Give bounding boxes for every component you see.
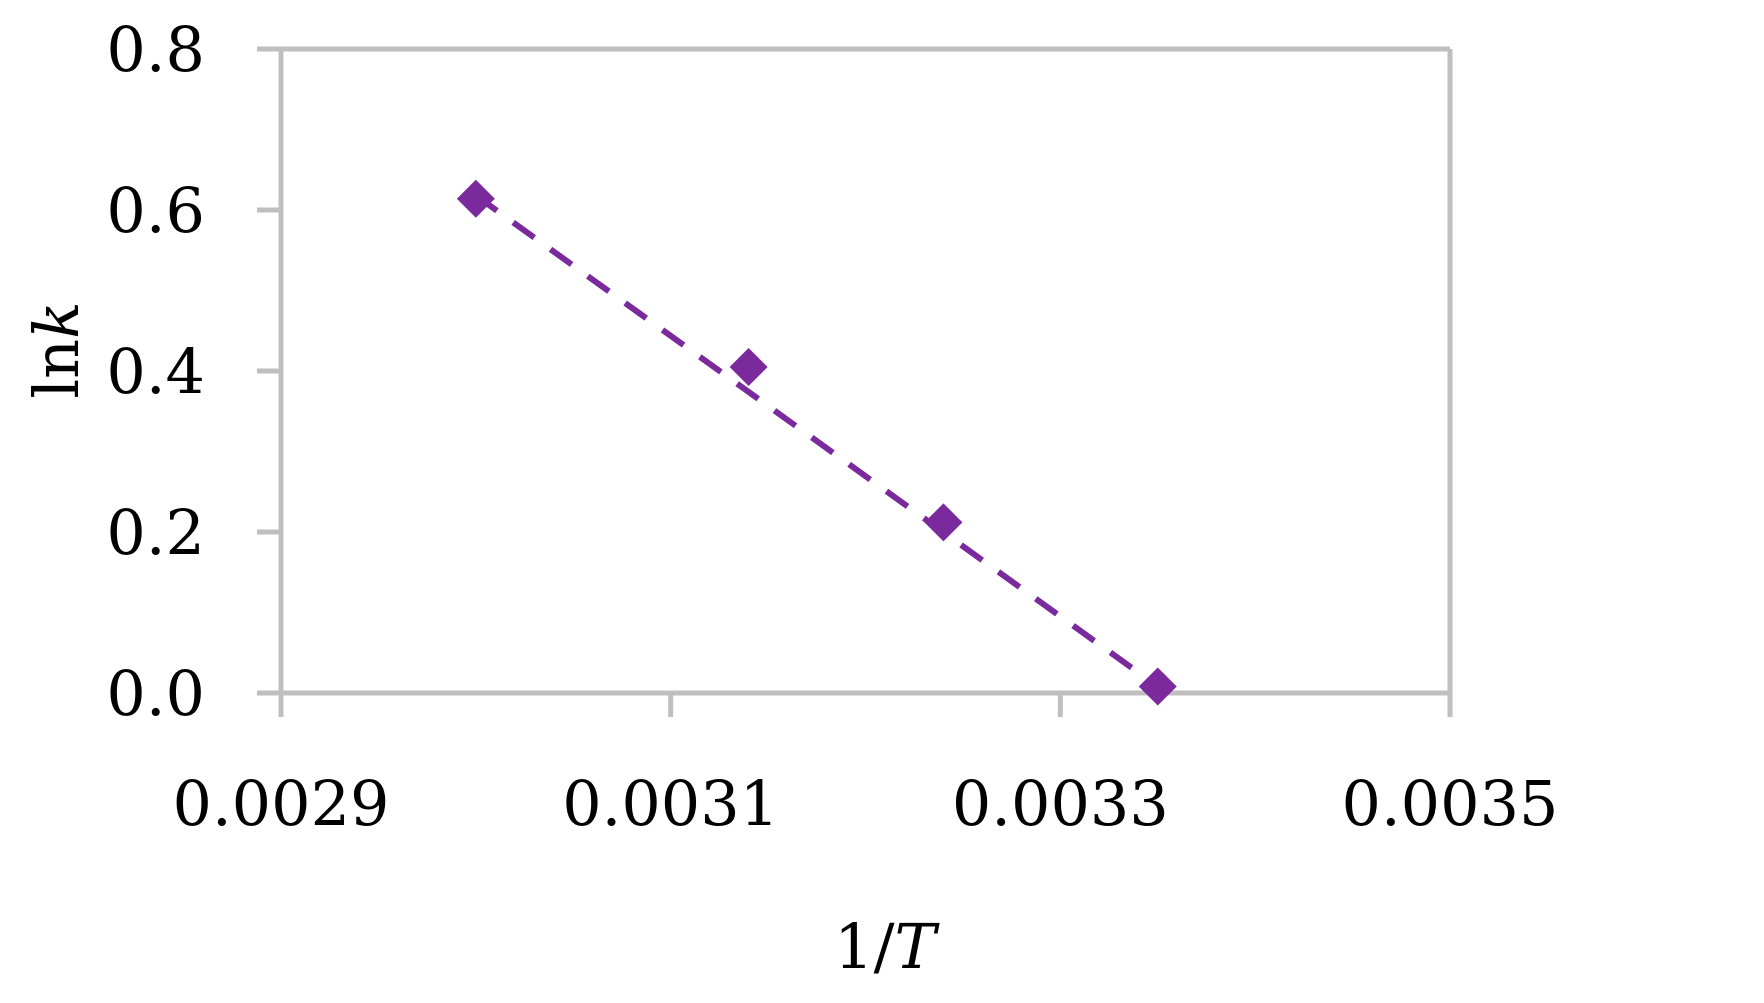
plot-frame [257, 46, 1453, 696]
y-axis-title-text: ln [20, 339, 93, 399]
data-points [456, 179, 1177, 706]
x-axis-ticks: 0.0029 0.0031 0.0033 0.0035 [173, 693, 1559, 840]
data-point-diamond [924, 503, 963, 542]
y-tick-label: 0.6 [106, 174, 205, 247]
x-axis-title-text: 1/ [834, 910, 894, 983]
y-axis-title-variable: k [20, 301, 93, 339]
x-tick-label: 0.0035 [1342, 767, 1559, 840]
data-point-diamond [1138, 667, 1177, 706]
y-tick-label: 0.2 [106, 496, 205, 569]
y-tick-label: 0.8 [106, 13, 205, 86]
data-point-diamond [729, 347, 768, 386]
trendline [474, 193, 1160, 689]
x-tick-label: 0.0029 [173, 767, 390, 840]
x-tick-label: 0.0033 [952, 767, 1169, 840]
y-tick-label: 0.4 [106, 335, 205, 408]
y-axis-title: lnk [20, 301, 93, 398]
y-tick-label: 0.0 [106, 657, 205, 730]
x-tick-label: 0.0031 [562, 767, 779, 840]
x-axis-title-variable: T [894, 910, 940, 983]
trendline-layer [474, 193, 1160, 689]
y-axis-ticks: 0.0 0.2 0.4 0.6 0.8 [106, 13, 281, 730]
x-axis-title: 1/T [834, 910, 940, 983]
data-point-diamond [456, 179, 495, 218]
